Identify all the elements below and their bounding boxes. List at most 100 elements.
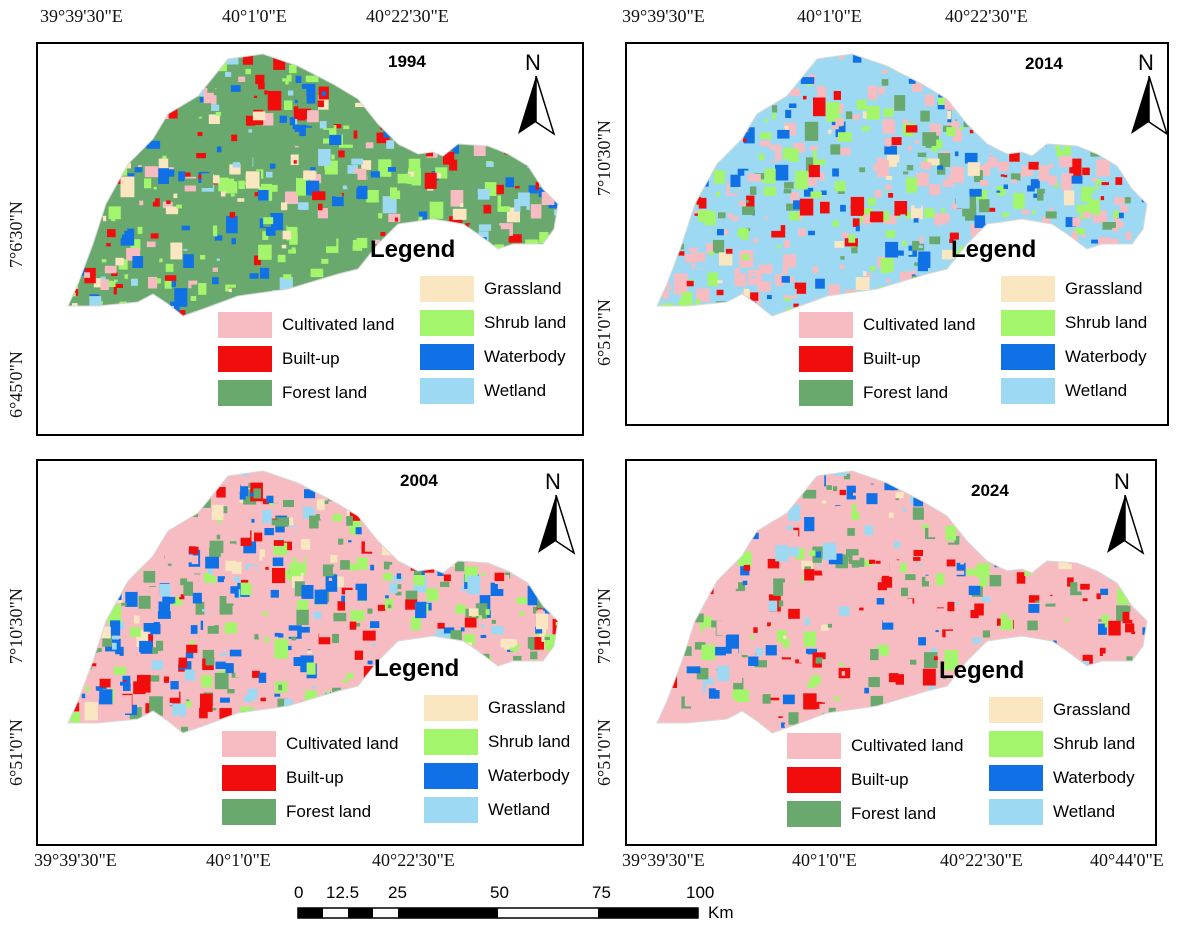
right-top-lat-label-1: 7°10'30"N: [594, 120, 614, 196]
legend-swatch: [787, 733, 841, 759]
legend-swatch: [424, 797, 478, 823]
map-panel-2014: 2014 N Legend Grassland Cultivated land Shrub…: [625, 42, 1169, 426]
legend-swatch: [420, 276, 474, 302]
legend-title: Legend: [951, 236, 1037, 263]
scale-tick-50: 50: [490, 883, 509, 902]
legend-label: Grassland: [1065, 279, 1143, 298]
legend-label: Grassland: [488, 698, 566, 717]
legend-label: Shrub land: [488, 732, 571, 751]
scale-tick-0: 0: [294, 883, 304, 902]
legend-swatch: [420, 344, 474, 370]
legend-swatch: [799, 346, 853, 372]
right-top-lat-label-2: 6°51'0"N: [594, 299, 614, 366]
bottom-left-lon-label-1: 39°39'30"E: [34, 850, 117, 870]
right-bottom-lat-label-2: 6°51'0"N: [594, 719, 614, 786]
map-panel-2024: 2024 N Legend Grassland Cultivated land Shrub…: [625, 459, 1157, 846]
scale-tick-12-5: 12.5: [326, 883, 360, 902]
legend-swatch: [989, 697, 1043, 723]
legend-label: Built-up: [851, 770, 909, 789]
legend-swatch: [424, 763, 478, 789]
year-label: 2014: [1025, 54, 1063, 73]
scale-bar-graphic: [297, 907, 699, 919]
legend-label: Built-up: [863, 349, 921, 368]
top-lon-label-2: 40°1'0"E: [222, 6, 287, 26]
legend-title: Legend: [374, 655, 460, 682]
legend-label: Wetland: [1065, 381, 1128, 400]
top-right-lon-label-3: 40°22'30"E: [945, 6, 1028, 26]
legend-label: Wetland: [1053, 802, 1116, 821]
north-label: N: [525, 50, 541, 75]
legend-swatch: [424, 729, 478, 755]
legend-swatch: [989, 799, 1043, 825]
legend-label: Cultivated land: [286, 734, 399, 753]
scale-unit: Km: [708, 903, 734, 922]
top-right-lon-label-1: 39°39'30"E: [622, 6, 705, 26]
north-arrow-icon: N: [1105, 469, 1145, 555]
legend-label: Waterbody: [1065, 347, 1147, 366]
legend-label: Shrub land: [1065, 313, 1148, 332]
land-cover-map: [67, 470, 559, 734]
north-label: N: [1114, 469, 1130, 494]
year-label: 2024: [971, 481, 1009, 500]
north-label: N: [545, 469, 561, 494]
top-lon-label-3: 40°22'30"E: [366, 6, 449, 26]
legend-swatch: [1001, 276, 1055, 302]
legend-swatch: [787, 767, 841, 793]
legend-label: Cultivated land: [863, 315, 976, 334]
legend-label: Waterbody: [484, 347, 566, 366]
map-panel-2004: 2004 N Legend Grassland Cultivated land Shrub…: [36, 459, 584, 846]
land-cover-map: [656, 53, 1148, 317]
north-arrow-icon: N: [1129, 50, 1169, 136]
legend-swatch: [1001, 310, 1055, 336]
scale-tick-25: 25: [388, 883, 407, 902]
legend-label: Shrub land: [1053, 734, 1136, 753]
legend-label: Forest land: [863, 383, 949, 402]
legend-label: Wetland: [488, 800, 551, 819]
left-bottom-lat-label-2: 6°51'0"N: [6, 719, 26, 786]
scale-tick-100: 100: [686, 883, 715, 902]
land-cover-map: [67, 53, 559, 317]
legend-swatch: [989, 765, 1043, 791]
scale-tick-75: 75: [592, 883, 611, 902]
legend-swatch: [989, 731, 1043, 757]
legend-swatch: [222, 765, 276, 791]
legend-label: Built-up: [286, 768, 344, 787]
legend-swatch: [218, 380, 272, 406]
legend-swatch: [218, 346, 272, 372]
left-bottom-lat-label-1: 7°10'30"N: [6, 588, 26, 664]
north-label: N: [1138, 50, 1154, 75]
legend-label: Forest land: [282, 383, 368, 402]
legend-label: Grassland: [484, 279, 562, 298]
year-label: 1994: [388, 52, 426, 71]
legend-label: Grassland: [1053, 700, 1131, 719]
bottom-left-lon-label-3: 40°22'30"E: [372, 850, 455, 870]
bottom-left-lon-label-2: 40°1'0"E: [206, 850, 271, 870]
legend-label: Wetland: [484, 381, 547, 400]
left-top-lat-label-1: 7°6'30"N: [6, 201, 26, 268]
legend-swatch: [799, 312, 853, 338]
year-label: 2004: [400, 471, 438, 490]
top-lon-label-1: 39°39'30"E: [40, 6, 123, 26]
north-arrow-icon: N: [536, 469, 576, 555]
legend-swatch: [222, 731, 276, 757]
legend-label: Built-up: [282, 349, 340, 368]
scale-bar: 0 12.5 25 50 75 100 Km: [294, 883, 734, 923]
legend-label: Cultivated land: [282, 315, 395, 334]
right-bottom-lat-label-1: 7°10'30"N: [594, 588, 614, 664]
legend-swatch: [787, 801, 841, 827]
legend-swatch: [420, 378, 474, 404]
legend-swatch: [420, 310, 474, 336]
bottom-right-lon-label-1: 39°39'30"E: [622, 850, 705, 870]
left-top-lat-label-2: 6°45'0"N: [6, 351, 26, 418]
bottom-right-lon-label-2: 40°1'0"E: [792, 850, 857, 870]
legend-swatch: [799, 380, 853, 406]
legend-label: Shrub land: [484, 313, 567, 332]
land-cover-map: [656, 470, 1148, 734]
legend-label: Waterbody: [488, 766, 570, 785]
north-arrow-icon: N: [516, 50, 556, 136]
legend-swatch: [424, 695, 478, 721]
legend-title: Legend: [370, 236, 456, 263]
bottom-right-lon-label-3: 40°22'30"E: [940, 850, 1023, 870]
legend-label: Waterbody: [1053, 768, 1135, 787]
map-panel-1994: 1994 N Legend Grassland Cultivated land Shrub…: [36, 42, 584, 436]
